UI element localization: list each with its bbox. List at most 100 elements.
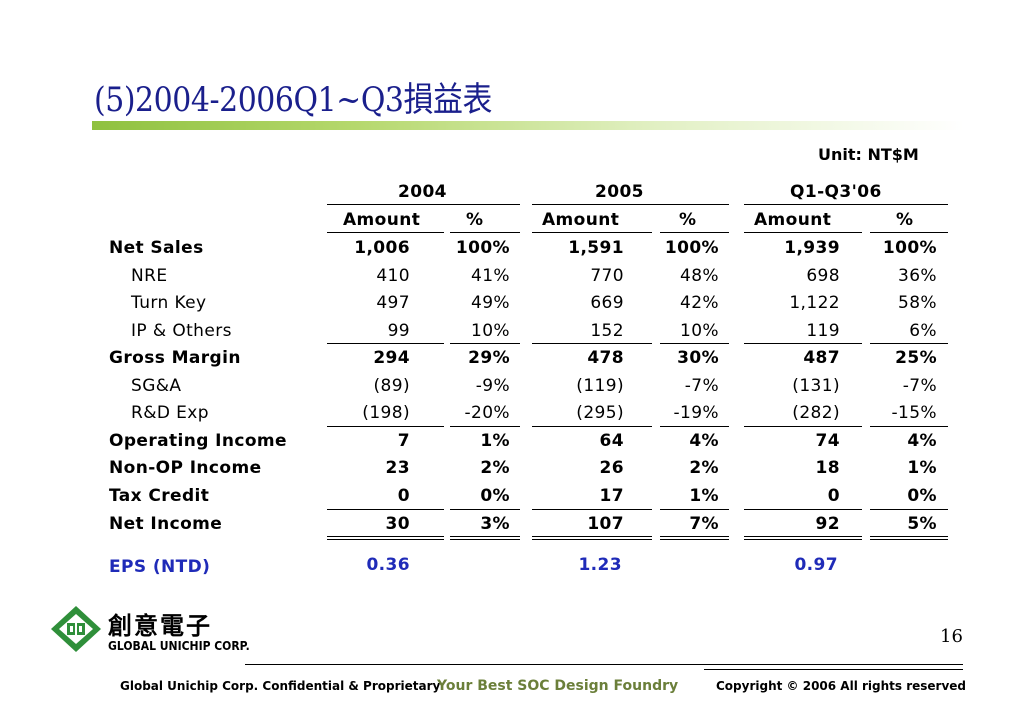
total-double-line [532, 536, 652, 540]
row-label: SG&A [131, 376, 182, 396]
subtotal-line [450, 343, 520, 344]
col-header-underline [327, 232, 444, 233]
cell-amount-2005: 107 [587, 514, 624, 534]
company-name-chinese: 創意電子 [108, 611, 212, 640]
cell-pct-2004: -9% [475, 376, 510, 396]
cell-pct-q1q3-06: 0% [907, 486, 937, 506]
cell-pct-2005: 1% [689, 486, 719, 506]
cell-pct-q1q3-06: 6% [909, 321, 937, 341]
cell-pct-2004: 2% [480, 458, 510, 478]
col-header-underline [744, 232, 862, 233]
footer-copyright: Copyright © 2006 All rights reserved [716, 679, 967, 693]
cell-amount-2004: 497 [376, 293, 410, 313]
row-label: Turn Key [131, 293, 207, 313]
cell-pct-q1q3-06: 36% [898, 266, 937, 286]
cell-amount-q1q3-06: 1,939 [784, 238, 840, 258]
cell-amount-2005: 478 [587, 348, 624, 368]
cell-pct-2004: -20% [464, 403, 510, 423]
subtotal-line [660, 343, 729, 344]
col-header-pct: % [679, 210, 697, 230]
cell-amount-q1q3-06: 0 [827, 486, 840, 506]
cell-pct-2004: 1% [480, 431, 510, 451]
page-number: 16 [940, 626, 963, 647]
subtotal-line [327, 509, 444, 510]
cell-amount-q1q3-06: 18 [815, 458, 840, 478]
cell-amount-q1q3-06: 74 [815, 431, 840, 451]
cell-amount-2005: 669 [590, 293, 624, 313]
total-double-line [450, 536, 520, 540]
total-double-line [660, 536, 729, 540]
cell-pct-q1q3-06: -15% [891, 403, 937, 423]
cell-amount-2004: 99 [387, 321, 410, 341]
cell-pct-2004: 41% [471, 266, 510, 286]
cell-amount-2005: (295) [576, 403, 624, 423]
cell-pct-2004: 29% [468, 348, 510, 368]
cell-amount-2005: 1,591 [568, 238, 624, 258]
cell-pct-2005: 10% [680, 321, 719, 341]
cell-pct-2005: 42% [680, 293, 719, 313]
cell-amount-2004: 1,006 [354, 238, 410, 258]
cell-pct-q1q3-06: 4% [907, 431, 937, 451]
row-label: NRE [131, 266, 168, 286]
col-header-underline [870, 232, 948, 233]
period-header-q1q3-06: Q1-Q3'06 [790, 182, 882, 202]
cell-amount-q1q3-06: 698 [806, 266, 840, 286]
footer-divider [704, 669, 963, 670]
cell-amount-q1q3-06: 119 [806, 321, 840, 341]
cell-amount-2004: 30 [385, 514, 410, 534]
subtotal-line [870, 426, 948, 427]
subtotal-line [744, 343, 862, 344]
col-header-underline [660, 232, 729, 233]
subtotal-line [532, 426, 652, 427]
period-underline-2005 [532, 204, 729, 205]
cell-pct-2005: 30% [677, 348, 719, 368]
col-header-amount: Amount [343, 210, 421, 230]
total-double-line [870, 536, 948, 540]
cell-amount-2005: 152 [590, 321, 624, 341]
cell-pct-2004: 100% [455, 238, 510, 258]
cell-amount-2004: 0 [397, 486, 410, 506]
total-double-line [327, 536, 444, 540]
cell-amount-2005: 64 [599, 431, 624, 451]
period-underline-2004 [327, 204, 520, 205]
title-underline-bar [92, 121, 964, 130]
footer-slogan: Your Best SOC Design Foundry [437, 678, 679, 694]
subtotal-line [532, 343, 652, 344]
col-header-pct: % [896, 210, 914, 230]
subtotal-line [450, 509, 520, 510]
subtotal-line [744, 426, 862, 427]
cell-amount-2004: 294 [373, 348, 410, 368]
unit-label: Unit: NT$M [818, 145, 919, 164]
cell-amount-2004: 23 [385, 458, 410, 478]
cell-amount-2004: 7 [397, 431, 410, 451]
subtotal-line [660, 426, 729, 427]
cell-pct-2005: 100% [664, 238, 719, 258]
cell-amount-q1q3-06: (282) [792, 403, 840, 423]
eps-value-q1q3-06: 0.97 [794, 555, 838, 575]
period-header-2004: 2004 [398, 182, 447, 202]
cell-pct-2004: 0% [480, 486, 510, 506]
cell-pct-q1q3-06: 100% [882, 238, 937, 258]
cell-amount-q1q3-06: 1,122 [789, 293, 840, 313]
cell-amount-q1q3-06: 92 [815, 514, 840, 534]
row-label: R&D Exp [131, 403, 209, 423]
page-title: (5)2004-2006Q1~Q3損益表 [94, 80, 492, 120]
footer-confidential: Global Unichip Corp. Confidential & Prop… [120, 679, 441, 693]
subtotal-line [660, 509, 729, 510]
cell-pct-q1q3-06: -7% [902, 376, 937, 396]
eps-label: EPS (NTD) [109, 557, 211, 577]
cell-pct-2005: -19% [673, 403, 719, 423]
cell-pct-2004: 10% [471, 321, 510, 341]
col-header-underline [532, 232, 652, 233]
cell-amount-2004: (89) [373, 376, 410, 396]
cell-pct-q1q3-06: 25% [895, 348, 937, 368]
subtotal-line [870, 343, 948, 344]
cell-amount-2005: 17 [599, 486, 624, 506]
col-header-pct: % [466, 210, 484, 230]
cell-pct-q1q3-06: 1% [907, 458, 937, 478]
row-label: Operating Income [109, 431, 287, 451]
cell-pct-2005: 2% [689, 458, 719, 478]
col-header-amount: Amount [542, 210, 620, 230]
subtotal-line [532, 509, 652, 510]
col-header-amount: Amount [754, 210, 832, 230]
